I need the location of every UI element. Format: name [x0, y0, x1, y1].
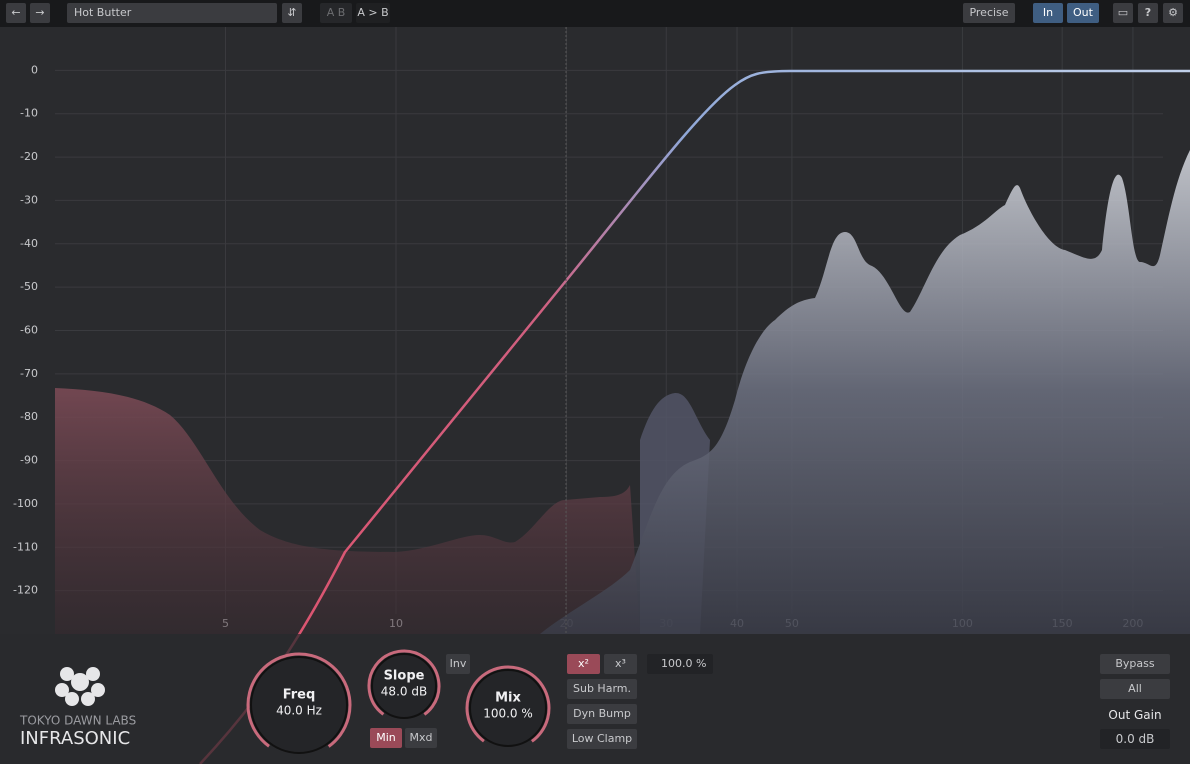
dyn-bump-button[interactable]: Dyn Bump — [567, 704, 637, 724]
out-gain-field[interactable]: 0.0 dB — [1100, 729, 1170, 749]
out-button[interactable]: Out — [1067, 3, 1099, 23]
knob-label: Freq — [283, 688, 316, 703]
knob-value: 100.0 % — [483, 707, 533, 721]
y-tick-label: -30 — [20, 193, 38, 206]
min-button[interactable]: Min — [370, 728, 402, 748]
bypass-button[interactable]: Bypass — [1100, 654, 1170, 674]
input-spectrum — [55, 388, 640, 634]
knob-ring — [465, 665, 551, 751]
y-tick-label: -90 — [20, 454, 38, 467]
logo-brand: TOKYO DAWN LABS — [19, 714, 136, 728]
knob-ring — [367, 649, 441, 723]
knob-value: 48.0 dB — [381, 685, 427, 699]
y-tick-label: -120 — [13, 584, 38, 597]
back-button[interactable]: ← — [6, 3, 26, 23]
mxd-button[interactable]: Mxd — [405, 728, 437, 748]
y-tick-label: -10 — [20, 107, 38, 120]
logo-product: INFRASONIC — [20, 728, 130, 749]
all-button[interactable]: All — [1100, 679, 1170, 699]
knob-value: 40.0 Hz — [276, 704, 322, 718]
help-button[interactable]: ? — [1138, 3, 1158, 23]
y-tick-label: -70 — [20, 367, 38, 380]
y-tick-label: -100 — [13, 497, 38, 510]
knob — [371, 653, 437, 719]
knob — [469, 669, 547, 747]
in-button[interactable]: In — [1033, 3, 1063, 23]
y-tick-label: 0 — [31, 63, 38, 76]
preset-field[interactable]: Hot Butter — [67, 3, 277, 23]
low-clamp-button[interactable]: Low Clamp — [567, 729, 637, 749]
precise-button[interactable]: Precise — [963, 3, 1015, 23]
y-tick-label: -40 — [20, 237, 38, 250]
amount-field[interactable]: 100.0 % — [647, 654, 713, 674]
y-tick-label: -20 — [20, 150, 38, 163]
inv-button[interactable]: Inv — [446, 654, 470, 674]
output-spectrum — [540, 150, 1190, 634]
y-tick-label: -80 — [20, 410, 38, 423]
knob-label: Slope — [384, 669, 425, 684]
logo-flower — [55, 667, 105, 706]
sub-harm-button[interactable]: Sub Harm. — [567, 679, 637, 699]
knob-label: Mix — [495, 691, 521, 706]
preset-stepper[interactable]: ⇵ — [282, 3, 302, 23]
knob — [250, 656, 348, 754]
a-to-b-button[interactable]: A > B — [356, 3, 390, 23]
display-button[interactable]: ▭ — [1113, 3, 1133, 23]
forward-button[interactable]: → — [30, 3, 50, 23]
y-tick-label: -110 — [13, 540, 38, 553]
y-tick-label: -50 — [20, 280, 38, 293]
ab-button[interactable]: A B — [320, 3, 352, 23]
x3-button[interactable]: x³ — [604, 654, 637, 674]
knob-ring — [246, 652, 352, 758]
x2-button[interactable]: x² — [567, 654, 600, 674]
y-tick-label: -60 — [20, 324, 38, 337]
out-gain-label: Out Gain — [1108, 708, 1162, 722]
settings-button[interactable]: ⚙ — [1163, 3, 1183, 23]
